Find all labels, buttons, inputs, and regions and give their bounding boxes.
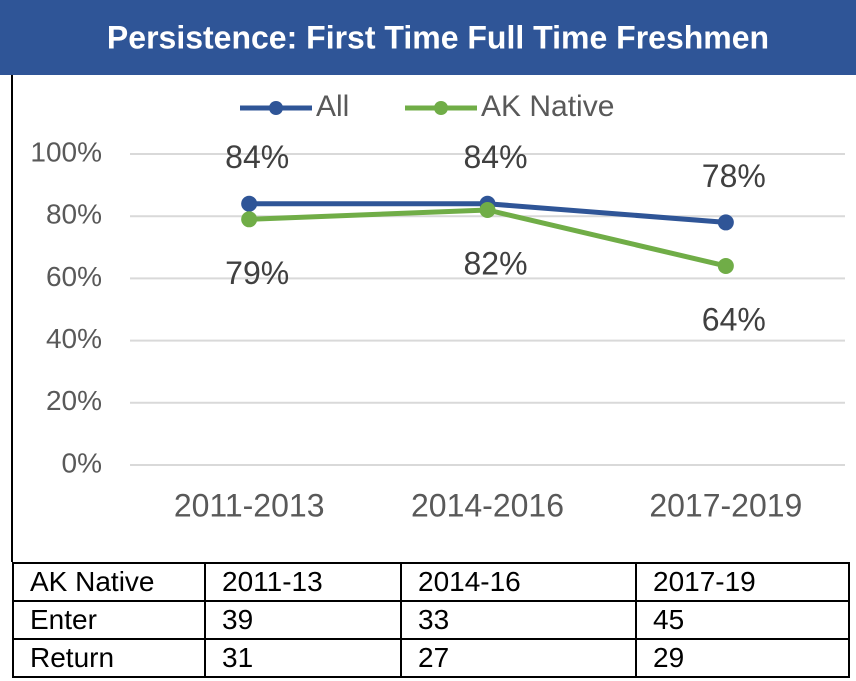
table-cell: 45 (635, 600, 850, 640)
chart: Persistence: First Time Full Time Freshm… (0, 0, 856, 562)
data-label: 78% (702, 158, 766, 194)
y-tick-label: 0% (62, 447, 102, 478)
title-bar (0, 0, 856, 75)
table-row: Return 31 27 29 (12, 638, 850, 678)
legend-marker (269, 101, 283, 115)
point (717, 257, 734, 274)
point (717, 214, 734, 231)
table-row: Enter 39 33 45 (12, 600, 850, 640)
y-tick-label: 60% (46, 261, 102, 292)
table-cell: 33 (400, 600, 637, 640)
data-label: 79% (225, 255, 289, 291)
x-tick-label: 2014-2016 (411, 487, 564, 523)
legend-label: All (316, 90, 349, 123)
table-cell: AK Native (12, 562, 206, 602)
table-cell: 2017-19 (635, 562, 850, 602)
table-cell: Enter (12, 600, 206, 640)
y-tick-label: 40% (46, 323, 102, 354)
x-tick-label: 2011-2013 (174, 487, 325, 523)
y-tick-label: 20% (46, 385, 102, 416)
table-cell: 29 (635, 638, 850, 678)
point (479, 201, 496, 218)
data-label: 84% (225, 139, 289, 175)
data-label: 84% (463, 139, 527, 175)
legend-marker (434, 101, 448, 115)
chart-title: Persistence: First Time Full Time Freshm… (107, 19, 769, 55)
table-cell: 31 (204, 638, 402, 678)
data-label: 82% (463, 245, 527, 281)
point (241, 211, 258, 228)
table-cell: 2014-16 (400, 562, 637, 602)
legend-label: AK Native (481, 90, 614, 123)
table-row: AK Native 2011-13 2014-16 2017-19 (12, 562, 850, 602)
y-tick-label: 80% (46, 199, 102, 230)
table-cell: Return (12, 638, 206, 678)
data-table: AK Native 2011-13 2014-16 2017-19 Enter 39 33 4… (12, 562, 850, 678)
table-cell: 27 (400, 638, 637, 678)
y-tick-label: 100% (30, 136, 102, 167)
table-cell: 39 (204, 600, 402, 640)
table-cell: 2011-13 (204, 562, 402, 602)
x-tick-label: 2017-2019 (649, 487, 802, 523)
point (241, 195, 258, 212)
data-label: 64% (702, 301, 766, 337)
